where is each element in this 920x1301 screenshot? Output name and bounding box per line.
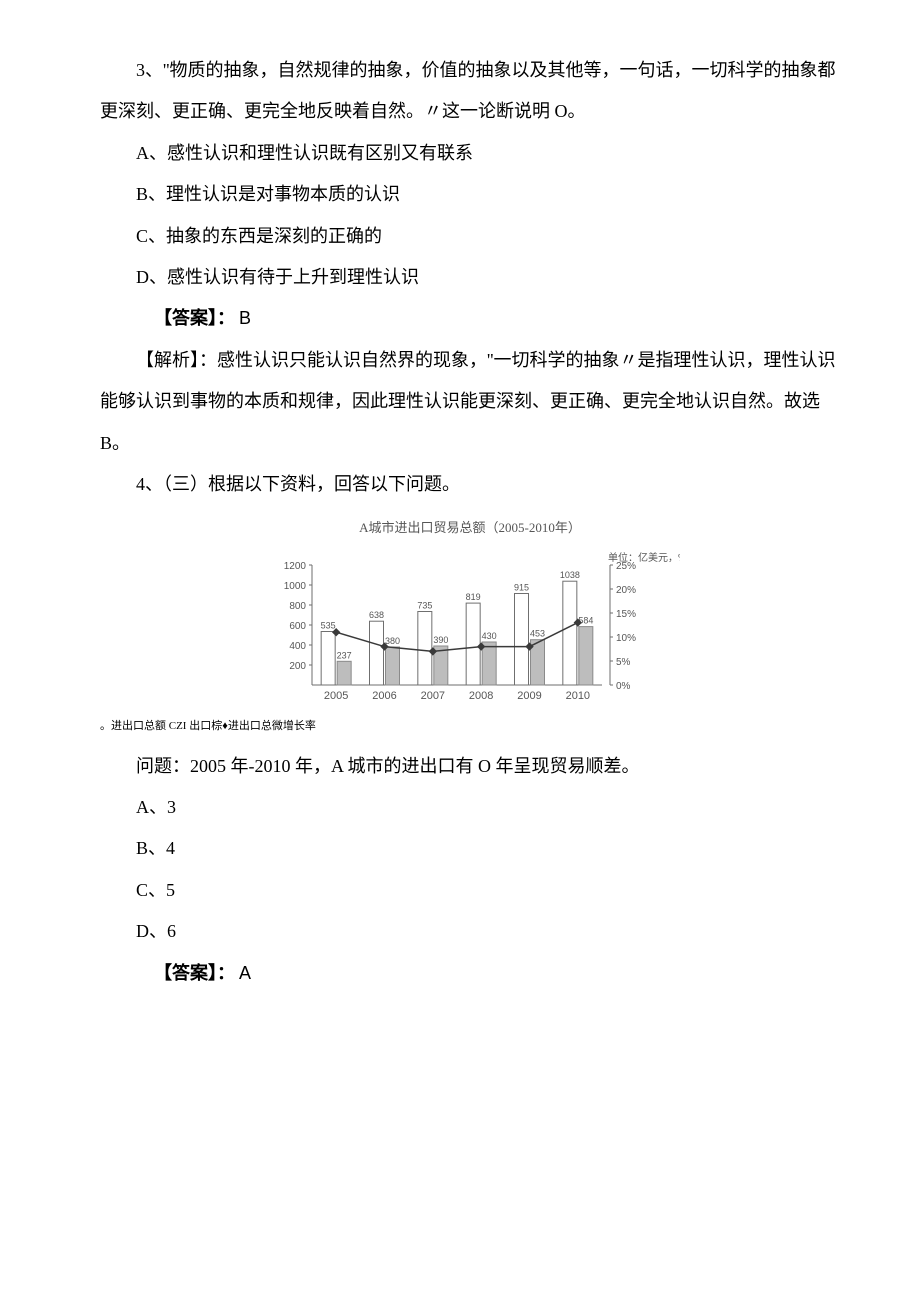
q3-answer-label: 【答案】： — [154, 308, 235, 328]
svg-text:535: 535 — [321, 621, 336, 631]
q4-chart-wrap: 200400600800100012000%5%10%15%20%25%单位：亿… — [100, 547, 840, 717]
svg-text:390: 390 — [433, 635, 448, 645]
q3-option-b: B、理性认识是对事物本质的认识 — [100, 174, 840, 215]
q3-answer-value: B — [239, 308, 251, 328]
svg-text:600: 600 — [289, 621, 306, 632]
q3-option-d: D、感性认识有待于上升到理性认识 — [100, 257, 840, 298]
q4-chart-title: A城市进出口贸易总额（2005-2010年） — [100, 513, 840, 543]
q4-question: 问题：2005 年-2010 年，A 城市的进出口有 O 年呈现贸易顺差。 — [100, 746, 840, 787]
q3-stem: 3、''物质的抽象，自然规律的抽象，价值的抽象以及其他等，一句话，一切科学的抽象… — [100, 50, 840, 133]
svg-text:2005: 2005 — [324, 690, 348, 702]
q4-intro: 4、（三）根据以下资料，回答以下问题。 — [100, 464, 840, 505]
q4-option-c: C、5 — [100, 870, 840, 911]
svg-text:20%: 20% — [616, 585, 636, 596]
q4-chart-svg: 200400600800100012000%5%10%15%20%25%单位：亿… — [260, 547, 680, 717]
svg-text:400: 400 — [289, 641, 306, 652]
svg-text:2008: 2008 — [469, 690, 493, 702]
svg-text:15%: 15% — [616, 609, 636, 620]
svg-text:10%: 10% — [616, 633, 636, 644]
svg-text:800: 800 — [289, 601, 306, 612]
svg-text:915: 915 — [514, 583, 529, 593]
svg-text:638: 638 — [369, 610, 384, 620]
q4-option-a: A、3 — [100, 787, 840, 828]
q4-option-b: B、4 — [100, 828, 840, 869]
svg-text:430: 430 — [482, 631, 497, 641]
q4-option-d: D、6 — [100, 911, 840, 952]
svg-text:2007: 2007 — [421, 690, 445, 702]
svg-text:1000: 1000 — [284, 581, 307, 592]
svg-text:2009: 2009 — [517, 690, 541, 702]
svg-text:819: 819 — [466, 592, 481, 602]
svg-text:1038: 1038 — [560, 570, 580, 580]
q3-option-a: A、感性认识和理性认识既有区别又有联系 — [100, 133, 840, 174]
q3-answer: 【答案】：B — [100, 298, 840, 339]
svg-text:735: 735 — [417, 601, 432, 611]
q3-option-c: C、抽象的东西是深刻的正确的 — [100, 216, 840, 257]
q4-chart-legend: 。进出口总额 CZI 出口棕♦进出口总微增长率 — [100, 719, 840, 734]
q4-answer-value: A — [239, 963, 251, 983]
q3-analysis: 【解析】：感性认识只能认识自然界的现象，''一切科学的抽象〃是指理性认识，理性认… — [100, 340, 840, 464]
svg-text:0%: 0% — [616, 681, 631, 692]
svg-text:237: 237 — [337, 650, 352, 660]
q4-answer-label: 【答案】： — [154, 963, 235, 983]
svg-text:2010: 2010 — [566, 690, 590, 702]
svg-text:584: 584 — [578, 616, 593, 626]
svg-text:200: 200 — [289, 661, 306, 672]
svg-text:5%: 5% — [616, 657, 631, 668]
svg-text:1200: 1200 — [284, 561, 307, 572]
svg-text:380: 380 — [385, 636, 400, 646]
q4-chart-block: A城市进出口贸易总额（2005-2010年） 200 400 600 800 1000 1… — [100, 513, 840, 734]
page: 3、''物质的抽象，自然规律的抽象，价值的抽象以及其他等，一句话，一切科学的抽象… — [0, 0, 920, 1301]
svg-text:2006: 2006 — [372, 690, 396, 702]
q4-answer: 【答案】：A — [100, 953, 840, 994]
svg-text:453: 453 — [530, 629, 545, 639]
svg-text:单位：亿美元，%: 单位：亿美元，% — [608, 551, 680, 564]
